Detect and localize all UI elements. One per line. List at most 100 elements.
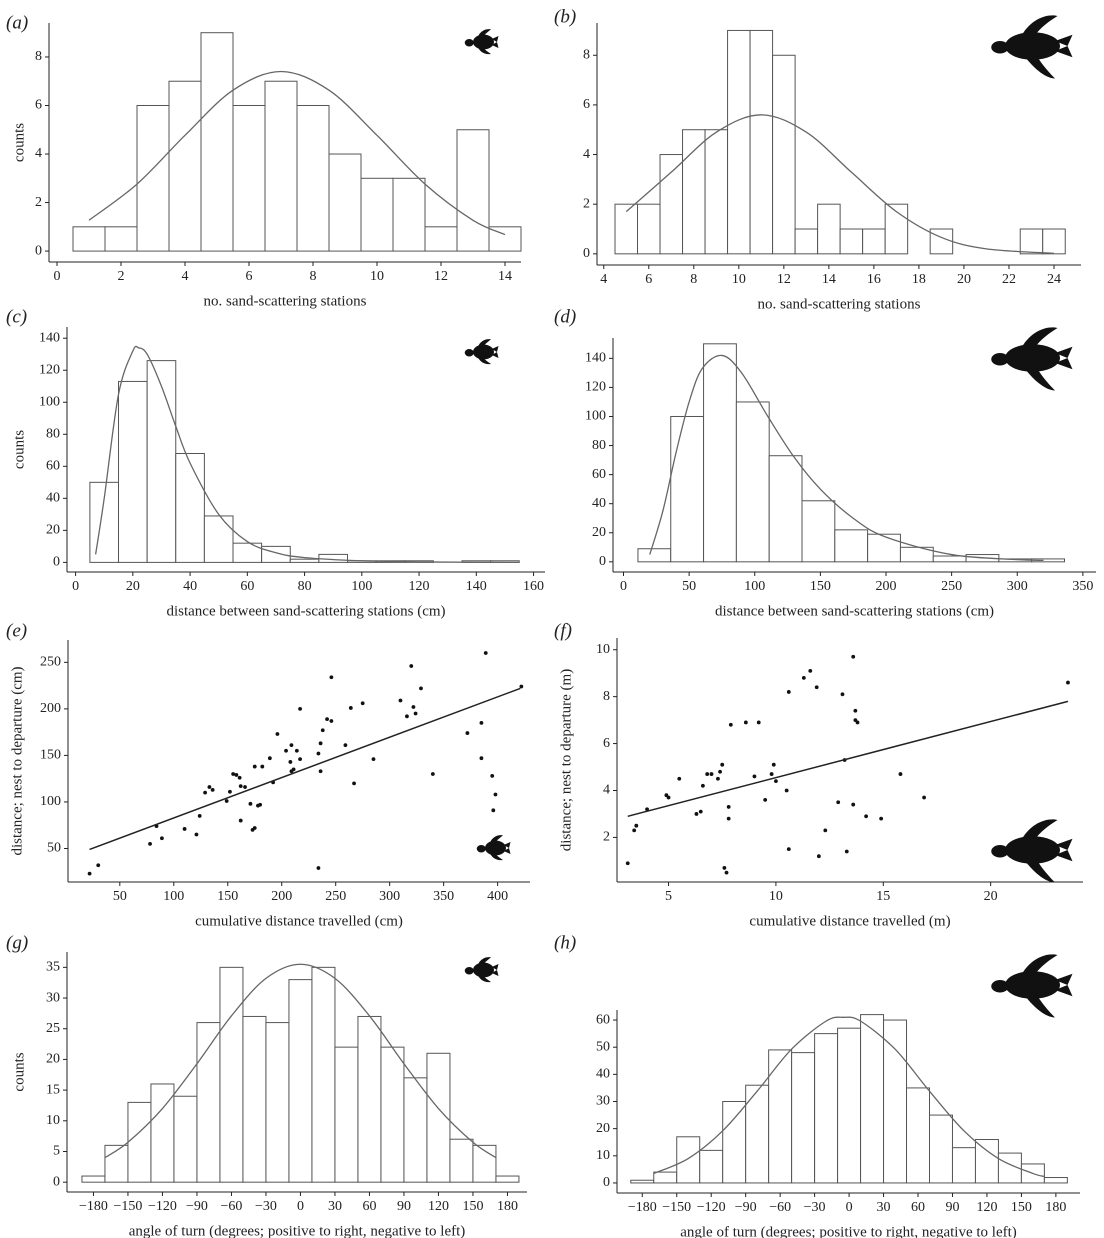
x-axis-label: cumulative distance travelled (m) bbox=[749, 913, 950, 929]
bar bbox=[929, 228, 954, 255]
bar bbox=[862, 228, 886, 255]
turtle-head bbox=[991, 41, 1009, 54]
point bbox=[252, 764, 257, 769]
y-tick-label: 20 bbox=[596, 1121, 610, 1136]
point bbox=[248, 801, 253, 806]
point bbox=[814, 685, 819, 690]
point bbox=[853, 708, 858, 713]
x-tick-label: 0 bbox=[620, 579, 627, 594]
y-tick-label: 140 bbox=[585, 351, 606, 366]
panel-label: (g) bbox=[6, 932, 28, 953]
turtle-flipper bbox=[1020, 819, 1058, 843]
point bbox=[898, 772, 903, 776]
x-tick-label: −30 bbox=[255, 1199, 277, 1214]
point bbox=[844, 849, 849, 854]
fit-curve bbox=[653, 1016, 1045, 1178]
point bbox=[329, 675, 334, 680]
bar bbox=[146, 360, 177, 563]
y-tick-label: 40 bbox=[592, 496, 606, 511]
y-tick-label: 0 bbox=[53, 1174, 60, 1189]
point bbox=[325, 717, 329, 722]
panel-label: (c) bbox=[6, 306, 27, 327]
point bbox=[855, 720, 860, 725]
bar bbox=[932, 555, 967, 563]
point bbox=[294, 748, 299, 753]
y-tick-label: 6 bbox=[35, 98, 42, 113]
bar bbox=[867, 533, 901, 563]
x-tick-label: 8 bbox=[690, 272, 697, 287]
x-tick-label: 0 bbox=[297, 1199, 304, 1214]
x-tick-label: 20 bbox=[126, 579, 140, 594]
point bbox=[698, 809, 703, 814]
turtle-icon bbox=[991, 327, 1073, 391]
point bbox=[352, 781, 356, 786]
y-tick-label: 5 bbox=[53, 1144, 60, 1159]
x-tick-label: 60 bbox=[362, 1199, 376, 1214]
y-tick-label: 8 bbox=[583, 47, 590, 62]
x-tick-label: 6 bbox=[645, 272, 652, 287]
bar bbox=[173, 1095, 198, 1183]
y-tick-label: 0 bbox=[599, 554, 606, 569]
point bbox=[823, 828, 828, 833]
x-tick-label: −60 bbox=[769, 1200, 791, 1215]
y-tick-label: 60 bbox=[592, 467, 606, 482]
x-tick-label: 100 bbox=[163, 889, 184, 904]
turtle-flipper bbox=[477, 29, 491, 39]
turtle-icon bbox=[464, 29, 499, 55]
x-tick-label: 90 bbox=[945, 1200, 959, 1215]
x-tick-label: 0 bbox=[846, 1200, 853, 1215]
x-tick-label: 2 bbox=[118, 269, 125, 284]
point bbox=[645, 807, 649, 812]
point bbox=[148, 841, 152, 846]
bar bbox=[801, 500, 836, 563]
y-tick-label: 20 bbox=[46, 523, 60, 538]
y-tick-label: 100 bbox=[39, 394, 60, 409]
point bbox=[840, 692, 845, 697]
point bbox=[224, 799, 229, 803]
bar bbox=[682, 129, 706, 255]
fit-curve bbox=[649, 354, 1044, 562]
y-tick-label: 0 bbox=[583, 246, 590, 261]
bar bbox=[768, 1049, 793, 1184]
bar bbox=[727, 29, 751, 255]
turtle-icon bbox=[991, 819, 1073, 883]
y-tick-label: 20 bbox=[46, 1052, 60, 1067]
turtle-icon bbox=[464, 339, 499, 365]
point bbox=[726, 816, 731, 821]
panel-label: (a) bbox=[6, 12, 28, 33]
bar bbox=[449, 1138, 474, 1183]
x-tick-label: −150 bbox=[113, 1199, 142, 1214]
bar bbox=[392, 177, 426, 252]
y-tick-label: 6 bbox=[603, 736, 610, 751]
y-tick-label: 80 bbox=[46, 427, 60, 442]
point bbox=[632, 828, 637, 833]
point bbox=[238, 818, 243, 823]
point bbox=[720, 762, 725, 767]
bar bbox=[168, 80, 202, 252]
x-tick-label: 180 bbox=[497, 1199, 518, 1214]
turtle-flipper bbox=[491, 36, 499, 48]
y-tick-label: 30 bbox=[596, 1094, 610, 1109]
y-axis-label: counts bbox=[11, 1052, 27, 1091]
y-tick-label: 120 bbox=[39, 362, 60, 377]
point bbox=[705, 772, 710, 776]
point bbox=[752, 774, 757, 779]
bar bbox=[703, 343, 737, 563]
bar bbox=[296, 104, 330, 252]
point bbox=[836, 800, 841, 805]
bar bbox=[704, 129, 729, 255]
point bbox=[371, 757, 376, 762]
point bbox=[851, 654, 856, 659]
point bbox=[237, 775, 242, 780]
x-tick-label: 50 bbox=[682, 579, 696, 594]
x-tick-label: 15 bbox=[876, 889, 890, 904]
bar bbox=[974, 1139, 999, 1184]
x-tick-label: 20 bbox=[984, 889, 998, 904]
y-tick-label: 8 bbox=[603, 689, 610, 704]
x-tick-label: 350 bbox=[433, 889, 454, 904]
bar bbox=[637, 203, 661, 255]
x-tick-label: −180 bbox=[79, 1199, 108, 1214]
x-tick-label: 90 bbox=[397, 1199, 411, 1214]
bar bbox=[630, 1179, 655, 1184]
point bbox=[771, 762, 776, 767]
